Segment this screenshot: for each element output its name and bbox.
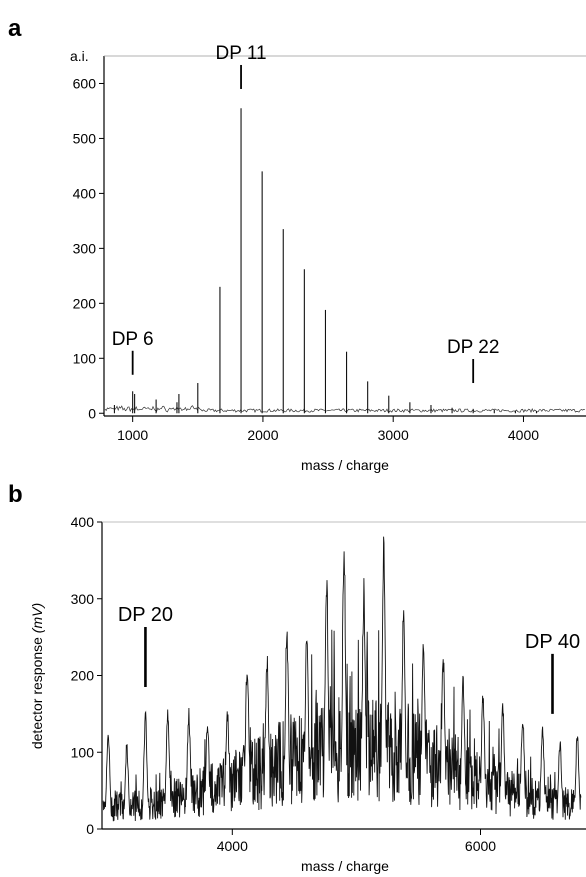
panel-a: a a.i. 0 100 200 300 400 500 600 1000 2000 3000 4… (8, 15, 586, 473)
panel-a-y-tick-label: 400 (73, 185, 97, 201)
panel-b-ylabel-text: detector response (29, 633, 45, 749)
panel-a-y-ticks: 0 100 200 300 400 500 600 (73, 75, 104, 421)
panel-a-noise-trace (104, 405, 585, 414)
panel-b-annotations: DP 20 DP 40 (118, 604, 580, 714)
panel-b-trace-line (102, 536, 582, 822)
panel-b-annotation-label: DP 20 (118, 604, 173, 626)
panel-b: b detector response (mV) 0 100 200 300 400 4… (8, 481, 586, 874)
panel-b-x-tick-label: 4000 (217, 838, 248, 854)
panel-a-y-tick-label: 100 (73, 350, 97, 366)
panel-a-y-tick-label: 0 (88, 405, 96, 421)
panel-a-x-ticks: 1000 2000 3000 4000 (117, 416, 539, 443)
panel-a-annotations: DP 6 DP 11 DP 22 (112, 43, 499, 384)
panel-b-x-ticks: 4000 6000 (217, 829, 496, 854)
panel-a-letter: a (8, 15, 22, 42)
panel-b-xlabel: mass / charge (301, 858, 389, 874)
panel-b-y-tick-label: 0 (86, 821, 94, 837)
panel-b-y-tick-label: 100 (71, 744, 95, 760)
panel-a-annotation-label: DP 6 (112, 329, 154, 350)
panel-a-annotation-label: DP 22 (447, 337, 499, 358)
panel-a-annotation-label: DP 11 (216, 43, 267, 64)
panel-a-x-tick-label: 3000 (378, 427, 409, 443)
panel-b-y-ticks: 0 100 200 300 400 (71, 514, 102, 837)
panel-b-y-tick-label: 200 (71, 668, 95, 684)
panel-b-y-tick-label: 300 (71, 591, 95, 607)
panel-a-y-tick-label: 300 (73, 240, 97, 256)
panel-a-xlabel: mass / charge (301, 457, 389, 473)
panel-b-letter: b (8, 481, 23, 508)
panel-a-x-tick-label: 2000 (247, 427, 278, 443)
panel-b-y-tick-label: 400 (71, 514, 95, 530)
panel-a-ylabel: a.i. (70, 48, 89, 64)
panel-b-ylabel: detector response (mV) (29, 603, 45, 749)
panel-a-x-tick-label: 4000 (508, 427, 539, 443)
panel-b-annotation-label: DP 40 (525, 631, 580, 653)
panel-b-trace (102, 536, 582, 822)
panel-a-y-tick-label: 500 (73, 130, 97, 146)
panel-a-x-tick-label: 1000 (117, 427, 148, 443)
panel-a-y-tick-label: 600 (73, 75, 97, 91)
panel-a-peaks (113, 108, 538, 414)
panel-a-baseline-noise (104, 405, 585, 414)
panel-b-x-tick-label: 6000 (465, 838, 496, 854)
panel-b-ylabel-unit: (mV) (29, 603, 45, 633)
panel-a-y-tick-label: 200 (73, 295, 97, 311)
